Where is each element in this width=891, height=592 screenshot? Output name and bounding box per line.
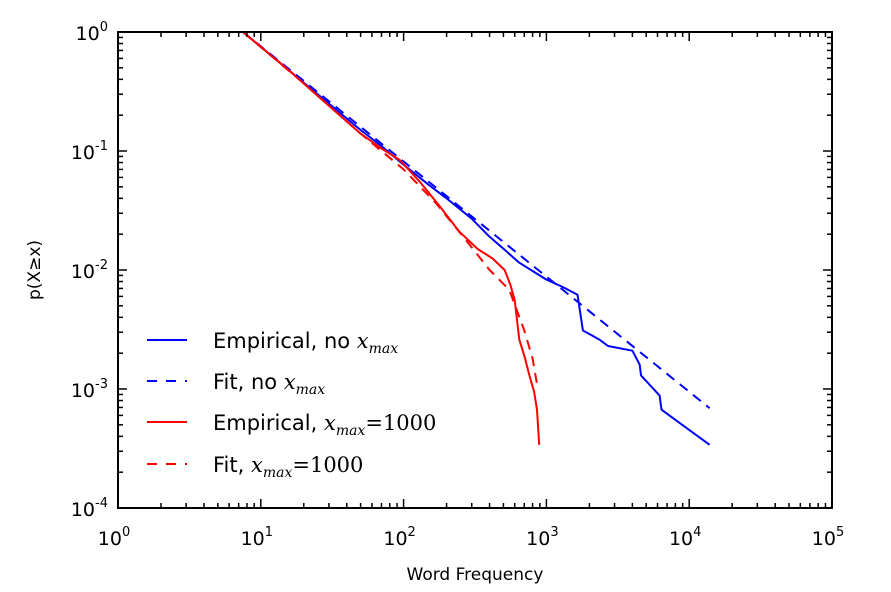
legend-label-2: Fit, no xmax <box>213 370 325 398</box>
y-tick-label: 10-1 <box>71 139 108 164</box>
x-tick-label: 104 <box>669 525 701 550</box>
x-axis-label: Word Frequency <box>407 565 544 585</box>
legend-label-3: Empirical, xmax=1000 <box>213 411 436 439</box>
y-tick-label: 10-2 <box>71 258 108 283</box>
x-tick-label: 105 <box>812 525 844 550</box>
y-tick-label: 10-3 <box>71 377 108 402</box>
series-line-2 <box>242 31 711 409</box>
ticks <box>117 31 833 509</box>
series-lines <box>242 31 711 446</box>
y-tick-labels: 100 10-1 10-2 10-3 10-4 <box>71 20 108 521</box>
legend: Empirical, no xmax Fit, no xmax Empirical,… <box>147 329 436 481</box>
series-line-1 <box>242 31 711 446</box>
y-tick-label: 10-4 <box>71 496 108 521</box>
y-tick-label: 100 <box>76 20 108 45</box>
x-tick-label: 100 <box>98 525 130 550</box>
series-line-4 <box>242 31 538 385</box>
legend-label-1: Empirical, no xmax <box>213 329 398 357</box>
x-tick-label: 102 <box>383 525 415 550</box>
x-tick-labels: 100 101 102 103 104 105 <box>98 525 844 550</box>
y-axis-label: p(X≥x) <box>25 240 45 300</box>
axes-frame <box>117 31 833 509</box>
x-tick-label: 103 <box>526 525 558 550</box>
x-tick-label: 101 <box>241 525 273 550</box>
legend-label-4: Fit, xmax=1000 <box>213 453 363 481</box>
